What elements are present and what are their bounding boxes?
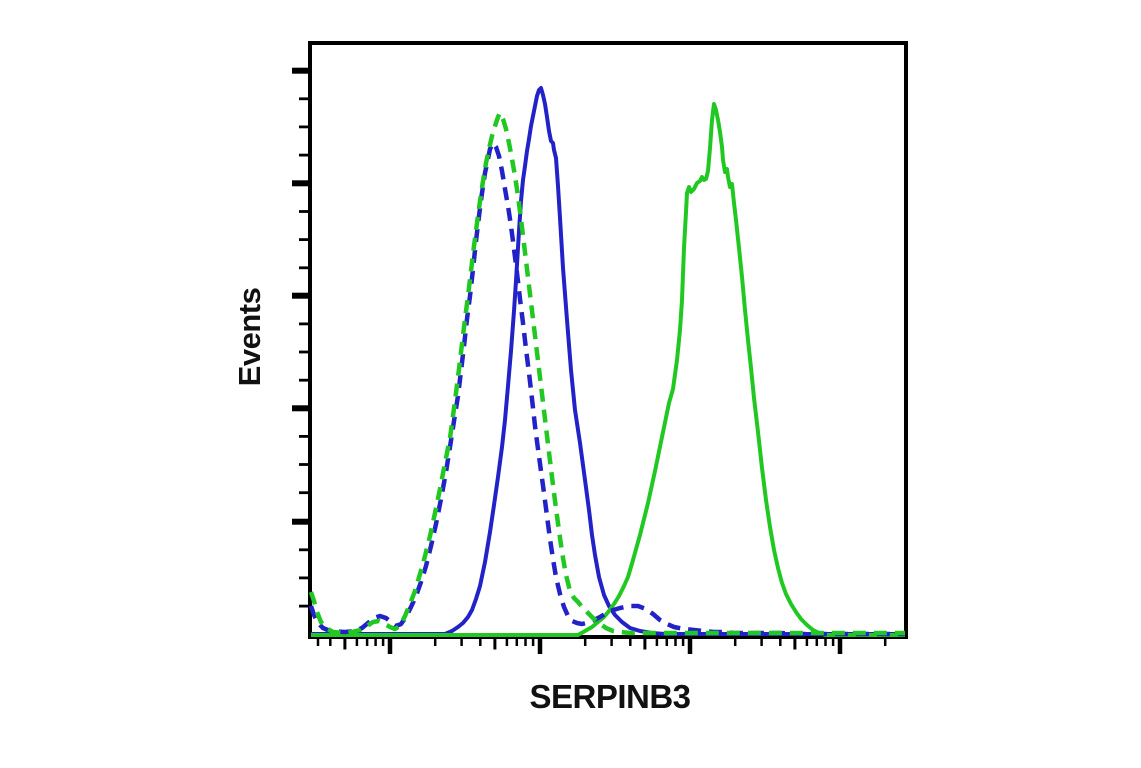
- plot-frame: [308, 41, 908, 639]
- dashed-blue-curve: [308, 140, 905, 637]
- solid-blue-curve: [311, 86, 905, 636]
- dashed-green-curve: [308, 110, 905, 636]
- x-axis-label: SERPINB3: [529, 678, 691, 715]
- solid-green-curve: [311, 102, 905, 637]
- y-axis-label: Events: [232, 287, 267, 387]
